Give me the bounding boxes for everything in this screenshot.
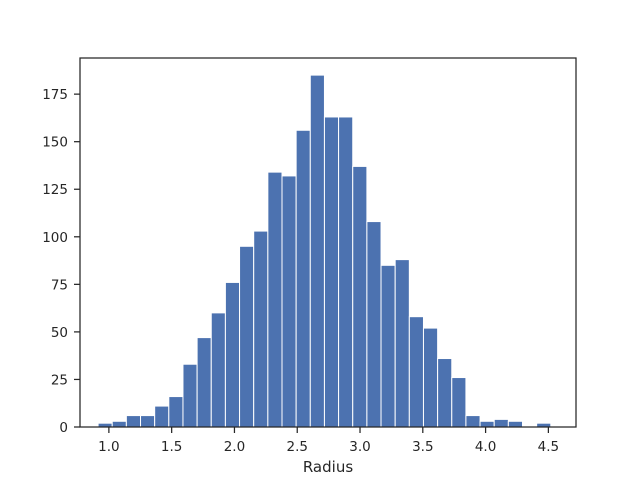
histogram-bar bbox=[125, 415, 142, 428]
y-tick-label: 150 bbox=[42, 135, 68, 151]
y-axis-ticks: 0 25 50 75 100 125 150 175 bbox=[42, 87, 80, 436]
y-tick-label: 125 bbox=[42, 182, 68, 198]
histogram-bar bbox=[323, 116, 340, 428]
histogram-bar bbox=[140, 415, 156, 428]
x-tick-label: 3.5 bbox=[412, 439, 433, 455]
histogram-bar bbox=[168, 396, 184, 428]
x-tick-label: 4.5 bbox=[538, 439, 559, 455]
x-tick-label: 1.0 bbox=[98, 439, 119, 455]
y-tick-label: 75 bbox=[51, 277, 68, 293]
y-tick-label: 50 bbox=[51, 325, 68, 341]
y-tick-label: 175 bbox=[42, 87, 68, 103]
histogram-bar bbox=[366, 221, 382, 428]
histogram-bar bbox=[182, 363, 198, 428]
histogram-bar bbox=[267, 171, 283, 428]
histogram-bar bbox=[338, 116, 354, 428]
histogram-bar bbox=[394, 259, 410, 428]
histogram-bar bbox=[210, 312, 226, 428]
histogram-bar bbox=[437, 358, 453, 428]
histogram-bar bbox=[493, 418, 509, 428]
x-axis-label: Radius bbox=[303, 458, 353, 476]
histogram-bar bbox=[422, 327, 439, 428]
y-tick-label: 25 bbox=[51, 372, 68, 388]
histogram-bar bbox=[380, 264, 396, 428]
histogram-bar bbox=[239, 245, 255, 428]
histogram-bar bbox=[465, 415, 481, 428]
x-tick-label: 2.0 bbox=[224, 439, 245, 455]
histogram-bar bbox=[309, 74, 325, 428]
histogram-bar bbox=[154, 405, 170, 428]
histogram-bar bbox=[196, 337, 212, 428]
x-tick-label: 1.5 bbox=[161, 439, 182, 455]
x-tick-label: 2.5 bbox=[286, 439, 307, 455]
y-tick-label: 0 bbox=[59, 420, 68, 436]
histogram-bar bbox=[507, 420, 524, 428]
histogram-bar bbox=[224, 281, 241, 428]
histogram-bar bbox=[408, 316, 424, 428]
x-tick-label: 3.0 bbox=[349, 439, 370, 455]
histogram-bar bbox=[111, 420, 127, 428]
histogram-bar bbox=[479, 420, 495, 428]
histogram-bar bbox=[451, 377, 467, 428]
axes-frame bbox=[79, 57, 577, 428]
x-axis-ticks: 1.0 1.5 2.0 2.5 3.0 3.5 4.0 4.5 bbox=[98, 427, 559, 455]
histogram-bar bbox=[295, 129, 311, 428]
bars-group bbox=[97, 74, 552, 428]
histogram-bar bbox=[253, 230, 269, 428]
x-tick-label: 4.0 bbox=[475, 439, 496, 455]
histogram-bar bbox=[352, 165, 368, 428]
histogram-bar bbox=[281, 175, 297, 428]
y-tick-label: 100 bbox=[42, 230, 68, 246]
